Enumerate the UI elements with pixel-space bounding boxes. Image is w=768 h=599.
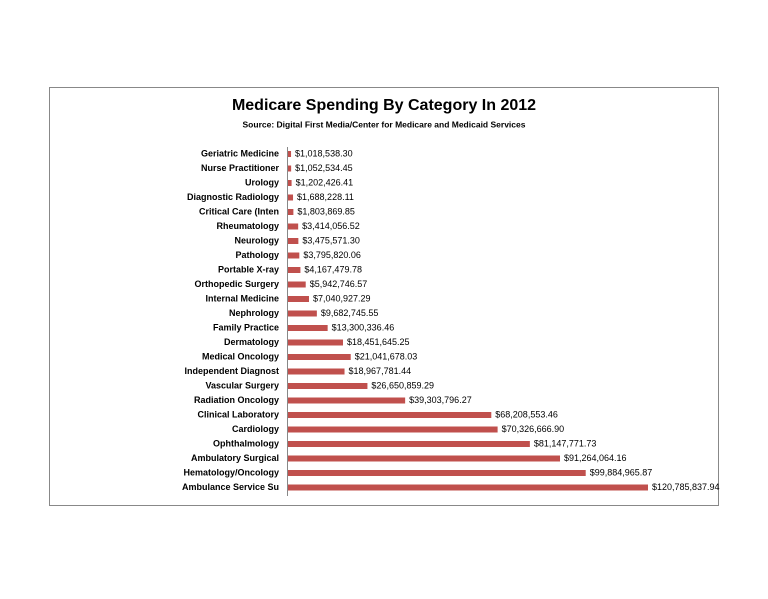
bar [288,412,492,418]
value-label: $21,041,678.03 [355,351,418,361]
value-label: $1,052,534.45 [295,163,353,173]
category-label: Medical Oncology [202,351,279,361]
category-label: Ambulance Service Su [182,482,279,492]
value-label: $99,884,965.87 [590,467,653,477]
chart-title: Medicare Spending By Category In 2012 [232,97,536,114]
chart-frame [49,87,719,506]
bar [288,455,561,462]
category-label: Rheumatology [216,221,279,231]
value-label: $9,682,745.55 [321,308,379,318]
value-label: $70,326,666.90 [502,424,565,434]
bar [288,325,328,331]
value-label: $68,208,553.46 [495,409,558,419]
bar [288,310,317,317]
category-label: Pathology [235,250,279,260]
value-label: $1,803,869.85 [297,206,355,216]
bar [288,397,406,404]
category-label: Cardiology [232,424,279,434]
bar [288,165,292,172]
bar [288,354,351,360]
bar [288,441,530,447]
value-label: $3,795,820.06 [303,250,361,260]
category-label: Nephrology [229,308,279,318]
bar [288,281,306,288]
value-label: $5,942,746.57 [310,279,368,289]
value-label: $7,040,927.29 [313,293,371,303]
category-label: Ophthalmology [213,438,279,448]
bar [288,238,299,244]
value-label: $1,202,426.41 [296,177,354,187]
category-label: Urology [245,177,279,187]
category-label: Ambulatory Surgical [191,453,279,463]
chart-subtitle: Source: Digital First Media/Center for M… [243,119,526,129]
category-label: Family Practice [213,322,279,332]
bar [288,296,309,302]
category-label: Portable X-ray [218,264,279,274]
bar [288,368,345,375]
value-label: $81,147,771.73 [534,438,597,448]
category-label: Nurse Practitioner [201,163,280,173]
category-label: Internal Medicine [205,293,279,303]
bar [288,151,292,157]
category-label: Critical Care (Inten [199,206,279,216]
bar [288,267,301,273]
value-label: $1,688,228.11 [297,192,354,202]
bar [288,252,300,259]
category-label: Hematology/Oncology [183,467,279,477]
category-label: Independent Diagnost [185,366,280,376]
bar [288,383,368,389]
value-label: $26,650,859.29 [371,380,434,390]
bar [288,339,343,346]
category-label: Orthopedic Surgery [194,279,279,289]
category-label: Neurology [234,235,279,245]
value-label: $39,303,796.27 [409,395,472,405]
value-label: $1,018,538.30 [295,148,353,158]
category-label: Geriatric Medicine [201,148,279,158]
bar [288,194,294,201]
category-label: Vascular Surgery [205,380,279,390]
value-label: $91,264,064.16 [564,453,627,463]
bar [288,223,299,230]
bar [288,484,648,491]
value-label: $4,167,479.78 [304,264,362,274]
value-label: $3,475,571.30 [302,235,360,245]
category-label: Clinical Laboratory [197,409,279,419]
bar [288,426,498,433]
category-label: Diagnostic Radiology [187,192,279,202]
value-label: $18,451,645.25 [347,337,410,347]
bar [288,180,292,186]
value-label: $120,785,837.94 [652,482,720,492]
value-label: $18,967,781.44 [349,366,412,376]
category-label: Dermatology [224,337,279,347]
value-label: $3,414,056.52 [302,221,360,231]
category-label: Radiation Oncology [194,395,279,405]
bar [288,209,294,215]
bar [288,470,586,476]
value-label: $13,300,336.46 [332,322,395,332]
